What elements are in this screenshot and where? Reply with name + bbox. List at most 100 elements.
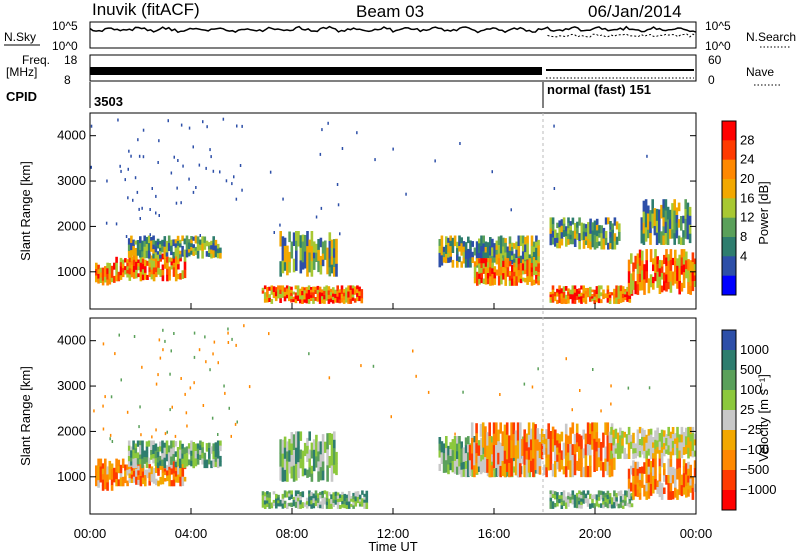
power-speckle (321, 128, 323, 132)
power-speckle (241, 188, 243, 192)
power-speckle (134, 176, 137, 180)
power-scatter-cell (571, 230, 575, 238)
velocity-scatter-cell (319, 454, 323, 468)
velocity-scatter-cell (543, 464, 546, 476)
velocity-scatter-cell (689, 485, 692, 493)
power-colorbar-label: Power [dB] (756, 181, 771, 245)
velocity-scatter-cell (519, 422, 522, 437)
velocity-scatter-cell (643, 436, 646, 445)
velocity-scatter-cell (194, 458, 198, 467)
velocity-scatter-cell (308, 490, 311, 494)
power-scatter-cell (360, 298, 364, 304)
velocity-scatter-cell (310, 492, 313, 497)
velocity-plot-bg (90, 318, 696, 514)
power-scatter-cell (517, 276, 521, 283)
power-scatter-cell (571, 298, 575, 304)
power-scatter-cell (143, 241, 146, 248)
velocity-scatter-cell (580, 449, 583, 464)
velocity-scatter-cell (627, 442, 631, 452)
velocity-speckle (158, 338, 161, 342)
power-scatter-cell (334, 289, 337, 295)
velocity-scatter-cell (187, 459, 191, 466)
velocity-scatter-cell (658, 450, 662, 459)
velocity-scatter-cell (630, 503, 634, 508)
power-scatter-cell (600, 285, 603, 290)
power-scatter-cell (351, 297, 355, 301)
power-speckle (209, 148, 211, 152)
velocity-scatter-cell (119, 464, 123, 470)
power-scatter-cell (478, 253, 481, 259)
velocity-scatter-cell (312, 503, 316, 509)
velocity-speckle (193, 381, 195, 385)
power-scatter-cell (165, 248, 169, 253)
power-scatter-cell (360, 289, 364, 295)
power-scatter-cell (667, 268, 670, 276)
velocity-scatter-cell (680, 450, 684, 459)
power-scatter-cell (654, 265, 657, 274)
power-scatter-cell (356, 296, 359, 302)
power-speckle (198, 163, 201, 167)
velocity-scatter-cell (558, 434, 561, 444)
power-scatter-cell (480, 277, 483, 284)
velocity-scatter-cell (658, 458, 662, 467)
velocity-scatter-cell (297, 501, 300, 506)
power-scatter-cell (295, 231, 298, 242)
power-scatter-cell (671, 257, 675, 266)
power-scatter-cell (482, 278, 486, 284)
power-scatter-cell (458, 256, 461, 263)
velocity-speckle (243, 324, 245, 328)
power-scatter-cell (491, 279, 494, 286)
power-scatter-cell (310, 295, 313, 299)
power-scatter-cell (155, 267, 158, 273)
cpid-label: CPID (6, 89, 37, 104)
velocity-scatter-cell (556, 502, 559, 507)
velocity-scatter-cell (470, 422, 474, 439)
power-scatter-cell (567, 228, 570, 234)
power-scatter-cell (526, 235, 529, 244)
velocity-scatter-cell (161, 446, 164, 454)
power-scatter-cell (201, 236, 204, 244)
power-scatter-cell (349, 294, 353, 300)
velocity-scatter-cell (266, 500, 269, 504)
velocity-scatter-cell (619, 427, 622, 436)
velocity-scatter-cell (643, 450, 646, 459)
power-scatter-cell (332, 293, 335, 298)
power-scatter-cell (667, 261, 670, 269)
power-scatter-cell (190, 239, 193, 244)
power-scatter-cell (172, 267, 176, 273)
power-scatter-cell (682, 279, 686, 288)
power-scatter-cell (194, 239, 198, 244)
power-scatter-cell (181, 251, 184, 257)
velocity-scatter-cell (636, 449, 640, 457)
velocity-speckle (227, 327, 229, 331)
power-scatter-cell (126, 259, 129, 264)
power-scatter-cell (611, 242, 614, 250)
velocity-data-layer (93, 324, 697, 509)
power-speckle (392, 147, 394, 151)
velocity-scatter-cell (551, 426, 555, 440)
power-scatter-cell (628, 299, 632, 303)
power-scatter-cell (621, 286, 625, 291)
velocity-scatter-cell (303, 449, 307, 457)
velocity-scatter-cell (634, 448, 637, 454)
velocity-scatter-cell (527, 459, 531, 473)
power-scatter-cell (613, 288, 616, 295)
velocity-scatter-cell (170, 448, 173, 457)
velocity-scatter-cell (486, 432, 489, 446)
power-scatter-cell (141, 258, 145, 265)
velocity-scatter-cell (553, 503, 557, 508)
velocity-scatter-cell (678, 442, 681, 451)
velocity-speckle (102, 404, 104, 408)
power-scatter-cell (210, 240, 213, 246)
velocity-scatter-cell (685, 445, 688, 455)
power-scatter-cell (556, 292, 559, 297)
power-colorbar-swatch (722, 256, 736, 277)
velocity-scatter-cell (199, 445, 202, 451)
velocity-scatter-cell (481, 434, 485, 448)
velocity-scatter-cell (310, 442, 314, 451)
power-scatter-cell (473, 272, 477, 278)
power-scatter-cell (493, 266, 497, 273)
velocity-scatter-cell (134, 453, 138, 459)
power-speckle (151, 187, 153, 190)
power-speckle (405, 192, 407, 196)
